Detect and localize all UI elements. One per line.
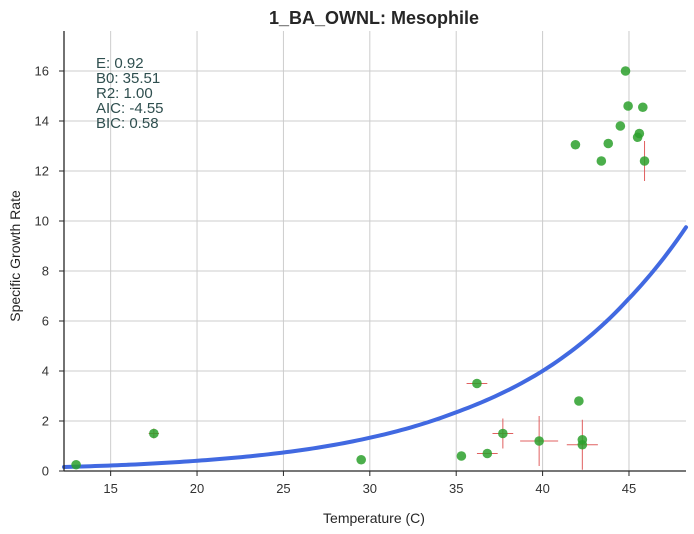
x-axis-label: Temperature (C) xyxy=(323,510,425,526)
axes xyxy=(59,31,686,476)
data-point xyxy=(356,454,366,465)
data-point xyxy=(498,428,508,439)
data-point xyxy=(570,139,581,150)
error-bars xyxy=(148,141,646,470)
data-points xyxy=(71,66,650,470)
y-tick-label: 16 xyxy=(35,64,49,79)
stat-line: B0: 35.51 xyxy=(96,70,160,87)
data-point xyxy=(456,451,467,461)
data-point xyxy=(603,138,614,149)
stat-line: E: 0.92 xyxy=(96,55,144,72)
y-tick-label: 0 xyxy=(42,464,49,479)
data-point xyxy=(638,102,648,113)
data-point xyxy=(574,396,584,406)
y-tick-label: 14 xyxy=(35,114,49,129)
stat-line: R2: 1.00 xyxy=(96,85,153,102)
fit-curve-layer xyxy=(62,225,688,469)
data-point xyxy=(482,448,493,459)
x-tick-label: 20 xyxy=(190,481,204,496)
y-tick-label: 2 xyxy=(42,414,49,429)
stat-line: AIC: -4.55 xyxy=(96,100,164,117)
stat-line: BIC: 0.58 xyxy=(96,115,159,132)
data-point xyxy=(149,428,159,439)
grid xyxy=(64,31,686,472)
data-point xyxy=(71,459,81,470)
y-axis-label: Specific Growth Rate xyxy=(7,190,23,322)
x-tick-label: 35 xyxy=(449,481,463,496)
data-point xyxy=(596,156,607,166)
fit-line xyxy=(62,225,688,469)
x-tick-label: 40 xyxy=(535,481,549,496)
data-point xyxy=(623,101,633,111)
tick-labels: 15 20 25 30 35 40 45 0 2 4 6 8 10 12 14 16 xyxy=(35,64,637,497)
data-point xyxy=(577,434,588,445)
data-point xyxy=(620,66,631,76)
data-point xyxy=(639,156,650,166)
data-point xyxy=(534,436,544,446)
y-tick-label: 8 xyxy=(42,264,49,279)
x-tick-label: 30 xyxy=(363,481,377,496)
data-point xyxy=(472,378,482,389)
x-tick-label: 15 xyxy=(103,481,117,496)
x-tick-label: 25 xyxy=(276,481,290,496)
y-tick-label: 12 xyxy=(35,164,49,179)
x-tick-label: 45 xyxy=(622,481,636,496)
data-point xyxy=(615,121,626,131)
data-point xyxy=(634,128,645,139)
chart-title: 1_BA_OWNL: Mesophile xyxy=(269,8,479,28)
y-tick-label: 10 xyxy=(35,214,49,229)
y-tick-label: 6 xyxy=(42,314,49,329)
y-tick-label: 4 xyxy=(42,364,49,379)
